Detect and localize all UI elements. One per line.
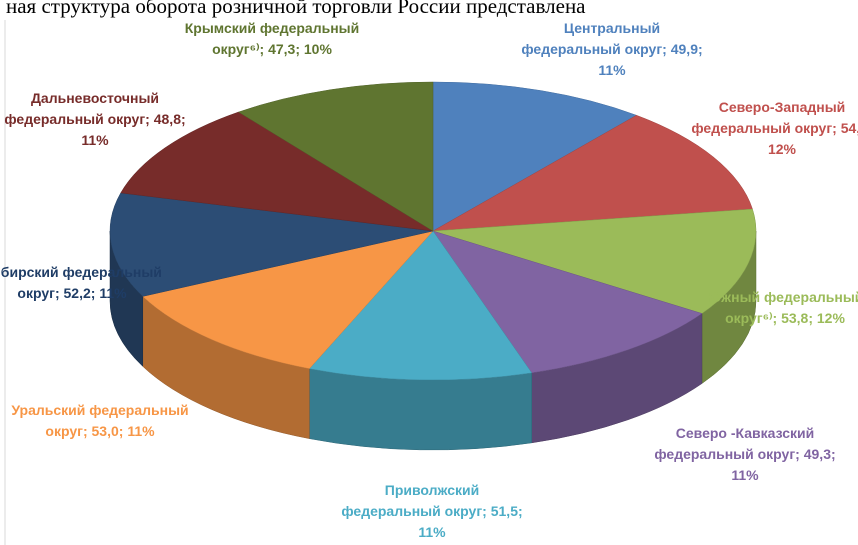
data-label: Южный федеральный округ⁶⁾53,812% xyxy=(690,287,858,329)
label-percent: 11% xyxy=(119,423,155,439)
label-value: 49,3 xyxy=(795,446,831,462)
label-name: Уральский федеральный округ xyxy=(11,402,189,439)
data-label: Северо-Западный федеральный округ54,312% xyxy=(687,97,858,160)
data-label: Центральный федеральный округ49,911% xyxy=(517,18,707,81)
label-value: 54,3 xyxy=(832,120,858,136)
data-label: Северо -Кавказский федеральный округ49,3… xyxy=(650,423,840,486)
label-name: Центральный федеральный округ xyxy=(521,20,663,57)
label-name: Северо -Кавказский федеральный округ xyxy=(654,425,815,462)
label-name: Южный федеральный округ⁶⁾ xyxy=(706,289,858,326)
slice xyxy=(109,192,434,297)
label-name: Северо-Западный федеральный округ xyxy=(691,99,846,136)
slice xyxy=(120,111,434,232)
label-value: 49,9 xyxy=(662,41,698,57)
label-percent: 11% xyxy=(91,285,127,301)
label-percent: 10% xyxy=(295,41,332,57)
data-label: Сибирский федеральный округ52,211% xyxy=(0,262,167,304)
label-value: 53,8 xyxy=(773,310,809,326)
chart-title: ная структура оборота розничной торговли… xyxy=(6,0,586,18)
label-name: Крымский федеральный округ⁶⁾ xyxy=(184,20,360,57)
data-label: Дальневосточный федеральный округ48,811% xyxy=(0,88,190,151)
label-value: 51,5 xyxy=(482,503,518,519)
slice xyxy=(432,81,638,232)
label-value: 47,3 xyxy=(260,41,296,57)
slice xyxy=(237,81,434,232)
slice xyxy=(432,230,703,374)
label-value: 53,0 xyxy=(83,423,119,439)
data-label: Уральский федеральный округ53,011% xyxy=(5,400,195,442)
slice-side xyxy=(309,368,532,451)
label-value: 48,8 xyxy=(145,111,181,127)
label-name: Приволжский федеральный округ xyxy=(341,482,483,519)
data-label: Приволжский федеральный округ51,511% xyxy=(337,480,527,543)
label-name: Сибирский федеральный округ xyxy=(0,264,162,301)
label-percent: 12% xyxy=(808,310,845,326)
slice xyxy=(432,208,757,314)
slice xyxy=(142,230,434,369)
label-name: Дальневосточный федеральный округ xyxy=(4,90,160,127)
slice xyxy=(432,115,753,232)
label-value: 52,2 xyxy=(55,285,91,301)
slice xyxy=(308,230,533,381)
data-label: Крымский федеральный округ⁶⁾47,310% xyxy=(177,18,367,60)
